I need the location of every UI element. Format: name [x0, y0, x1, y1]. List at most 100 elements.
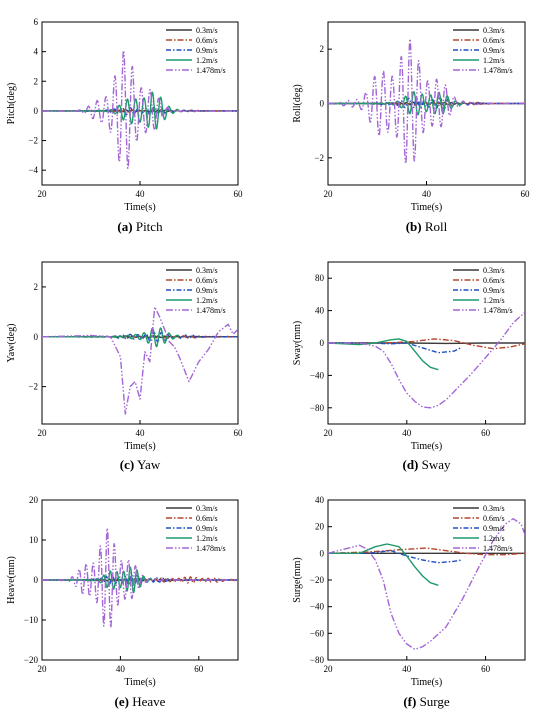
x-tick-label: 20	[38, 189, 48, 199]
caption-letter: (d)	[402, 457, 418, 472]
panel-caption: (d) Sway	[402, 457, 451, 472]
legend-label: 1.478m/s	[196, 544, 226, 553]
legend-label: 1.2m/s	[483, 56, 505, 65]
y-tick-label: 0	[320, 548, 325, 558]
x-tick-label: 60	[194, 664, 204, 674]
panel-caption: (e) Heave	[115, 694, 166, 709]
series-line-0-6m-s	[328, 338, 525, 350]
x-tick-label: 40	[136, 428, 146, 438]
y-tick-label: −80	[310, 403, 325, 413]
legend-label: 1.478m/s	[483, 544, 513, 553]
x-axis-label: Time(s)	[411, 677, 442, 688]
y-tick-label: 40	[315, 306, 325, 316]
legend-label: 1.2m/s	[483, 296, 505, 305]
y-tick-label: 40	[315, 495, 325, 505]
legend-label: 0.3m/s	[196, 266, 218, 275]
x-tick-label: 60	[521, 189, 531, 199]
series-line-1-478m-s	[328, 311, 525, 409]
legend-label: 0.6m/s	[483, 276, 505, 285]
caption-letter: (c)	[120, 457, 134, 472]
legend-label: 1.478m/s	[196, 306, 226, 315]
y-axis-label: Surge(mm)	[292, 557, 303, 602]
legend-label: 0.6m/s	[196, 514, 218, 523]
series-line-1-478m-s	[42, 527, 238, 629]
legend-label: 1.478m/s	[483, 66, 513, 75]
y-tick-label: 2	[34, 282, 39, 292]
x-tick-label: 20	[324, 664, 334, 674]
y-axis-label: Pitch(deg)	[6, 83, 17, 125]
y-tick-label: 0	[34, 575, 39, 585]
legend-label: 0.3m/s	[196, 504, 218, 513]
y-tick-label: 4	[34, 47, 39, 57]
legend-label: 0.3m/s	[483, 266, 505, 275]
y-tick-label: 20	[315, 522, 325, 532]
y-tick-label: 0	[34, 332, 39, 342]
legend-label: 0.9m/s	[483, 286, 505, 295]
y-axis-label: Heave(mm)	[6, 556, 17, 604]
y-tick-label: −40	[310, 370, 325, 380]
legend-label: 0.6m/s	[196, 276, 218, 285]
x-tick-label: 20	[324, 189, 334, 199]
x-tick-label: 20	[38, 428, 48, 438]
y-tick-label: −2	[314, 153, 324, 163]
chart-panel-a: 20 40 60 −4 −2 0 2 4 6 0.3m/s0.6m/s0.9m/s1.2m/s1.…	[6, 17, 243, 234]
series-line-1-478m-s	[328, 38, 525, 165]
y-tick-label: 80	[315, 273, 325, 283]
caption-text: Heave	[129, 694, 166, 709]
legend-label: 0.9m/s	[483, 46, 505, 55]
y-tick-label: −10	[24, 615, 39, 625]
legend-label: 0.6m/s	[196, 36, 218, 45]
y-tick-label: 6	[34, 17, 39, 27]
caption-text: Pitch	[133, 219, 163, 234]
y-tick-label: 0	[34, 106, 39, 116]
x-tick-label: 60	[481, 428, 491, 438]
series-line-1-2m-s	[328, 338, 439, 371]
y-tick-label: −80	[310, 655, 325, 665]
caption-text: Roll	[422, 219, 448, 234]
caption-letter: (b)	[406, 219, 422, 234]
legend-label: 1.2m/s	[196, 296, 218, 305]
y-tick-label: −20	[24, 655, 39, 665]
x-tick-label: 60	[234, 428, 244, 438]
panel-caption: (f) Surge	[403, 694, 450, 709]
legend-label: 1.2m/s	[483, 534, 505, 543]
legend-label: 0.9m/s	[483, 524, 505, 533]
legend-label: 0.3m/s	[483, 26, 505, 35]
chart-panel-e: 20 40 60 −20 −10 0 10 20 0.3m/s0.6m/s0.9m/s1.2m/…	[6, 495, 239, 709]
chart-panel-b: 20 40 60 −2 0 2 0.3m/s0.6m/s0.9m/s1.2m/s1.478m…	[292, 21, 531, 234]
legend-label: 1.2m/s	[196, 534, 218, 543]
y-tick-label: 2	[34, 76, 39, 86]
x-tick-label: 40	[402, 664, 412, 674]
y-tick-label: −60	[310, 628, 325, 638]
chart-panel-d: 20 40 60 −80 −40 0 40 80 0.3m/s0.6m/s0.9m/s1.2m/…	[292, 261, 526, 472]
x-tick-label: 20	[324, 428, 334, 438]
y-tick-label: 0	[320, 338, 325, 348]
series-line-0-6m-s	[328, 547, 525, 556]
panel-caption: (a) Pitch	[117, 219, 163, 234]
y-tick-label: 10	[29, 535, 39, 545]
legend-label: 0.9m/s	[196, 46, 218, 55]
x-axis-label: Time(s)	[411, 202, 442, 213]
y-tick-label: 20	[29, 495, 39, 505]
y-axis-label: Sway(mm)	[292, 321, 303, 365]
y-tick-label: −2	[28, 382, 38, 392]
y-axis-label: Roll(deg)	[292, 84, 303, 122]
y-axis-label: Yaw(deg)	[6, 324, 17, 363]
series-line-1-2m-s	[328, 91, 467, 116]
caption-letter: (a)	[117, 219, 132, 234]
caption-text: Surge	[416, 694, 450, 709]
chart-panel-f: 20 40 60 −80 −60 −40 −20 0 20 40 0.3m/s0.6m/s0.9m/…	[292, 495, 526, 709]
x-axis-label: Time(s)	[124, 677, 155, 688]
panel-caption: (c) Yaw	[120, 457, 161, 472]
x-tick-label: 60	[234, 189, 244, 199]
x-tick-label: 60	[481, 664, 491, 674]
chart-panel-c: 20 40 60 −2 0 2 0.3m/s0.6m/s0.9m/s1.2m/s1.478m…	[6, 261, 244, 472]
x-tick-label: 40	[116, 664, 126, 674]
y-tick-label: 0	[320, 99, 325, 109]
x-tick-label: 20	[38, 664, 48, 674]
caption-letter: (e)	[115, 694, 129, 709]
y-tick-label: −40	[310, 602, 325, 612]
series-line-0-9m-s	[328, 550, 463, 564]
legend-label: 1.478m/s	[196, 66, 226, 75]
legend-label: 0.3m/s	[483, 504, 505, 513]
